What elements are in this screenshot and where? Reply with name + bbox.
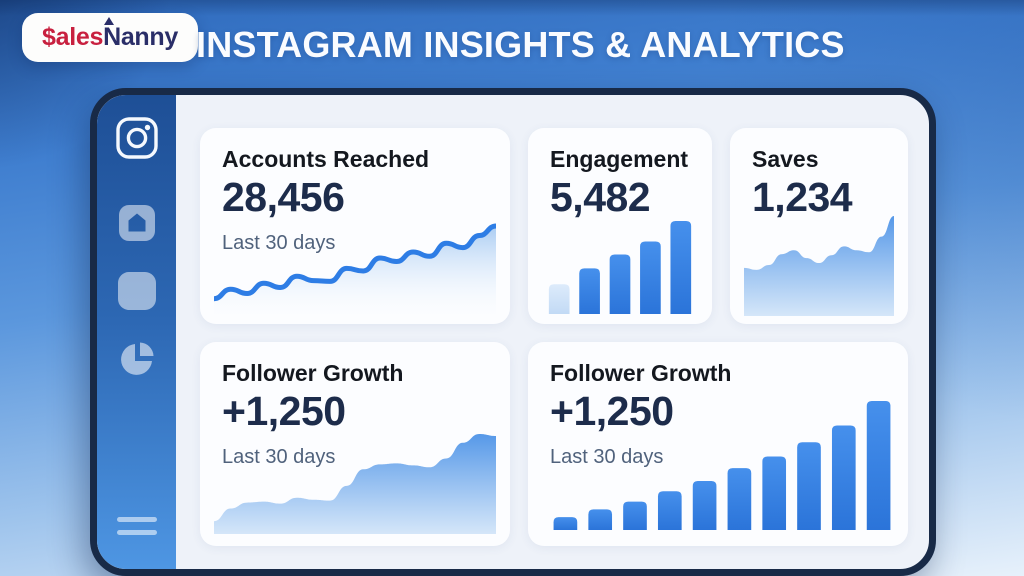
follower-growth-bar-chart [548,398,896,530]
logo-part-sales: $ales [42,23,104,51]
salesnanny-logo-badge: $alesNanny [22,13,198,62]
card-follower-growth-area: Follower Growth +1,250 Last 30 days [200,342,510,546]
pie-chart-icon[interactable] [118,340,156,383]
analytics-panel: Accounts Reached 28,456 Last 30 days Eng… [90,88,936,576]
menu-bar-bottom [116,530,157,535]
card-accounts-reached: Accounts Reached 28,456 Last 30 days [200,128,510,324]
cards-grid: Accounts Reached 28,456 Last 30 days Eng… [200,128,908,546]
accounts-reached-value: 28,456 [222,174,345,220]
instagram-icon[interactable] [114,115,160,166]
page-title: INSTAGRAM INSIGHTS & ANALYTICS [196,24,845,65]
engagement-bar-chart [544,218,696,314]
card-saves: Saves 1,234 [730,128,908,324]
saves-value: 1,234 [752,174,853,220]
saves-area-chart [744,214,894,316]
follower-growth-bar-title: Follower Growth [550,360,732,386]
follower-growth-area-title: Follower Growth [222,360,404,386]
logo-n-with-arrow: N [103,17,121,51]
engagement-title: Engagement [550,146,689,172]
follower-growth-bar-period: Last 30 days [550,446,664,468]
card-engagement: Engagement 5,482 [528,128,712,324]
accounts-reached-title: Accounts Reached [222,146,430,172]
follower-growth-bar-value: +1,250 [550,388,674,434]
engagement-value: 5,482 [550,174,651,220]
accounts-reached-line-chart [214,222,496,314]
follower-growth-area-period: Last 30 days [222,446,336,468]
sidebar [97,95,176,569]
salesnanny-logo-text: $alesNanny [42,17,178,52]
menu-icon[interactable] [116,509,157,543]
accounts-reached-period: Last 30 days [222,232,336,254]
home-icon[interactable] [118,205,155,246]
card-follower-growth-bar: Follower Growth +1,250 Last 30 days [528,342,908,546]
menu-bar-top [116,517,157,522]
logo-part-anny: anny [120,23,178,51]
follower-growth-area-chart [214,432,496,534]
posts-icon[interactable] [117,272,156,315]
follower-growth-area-value: +1,250 [222,388,346,434]
saves-title: Saves [752,146,819,172]
